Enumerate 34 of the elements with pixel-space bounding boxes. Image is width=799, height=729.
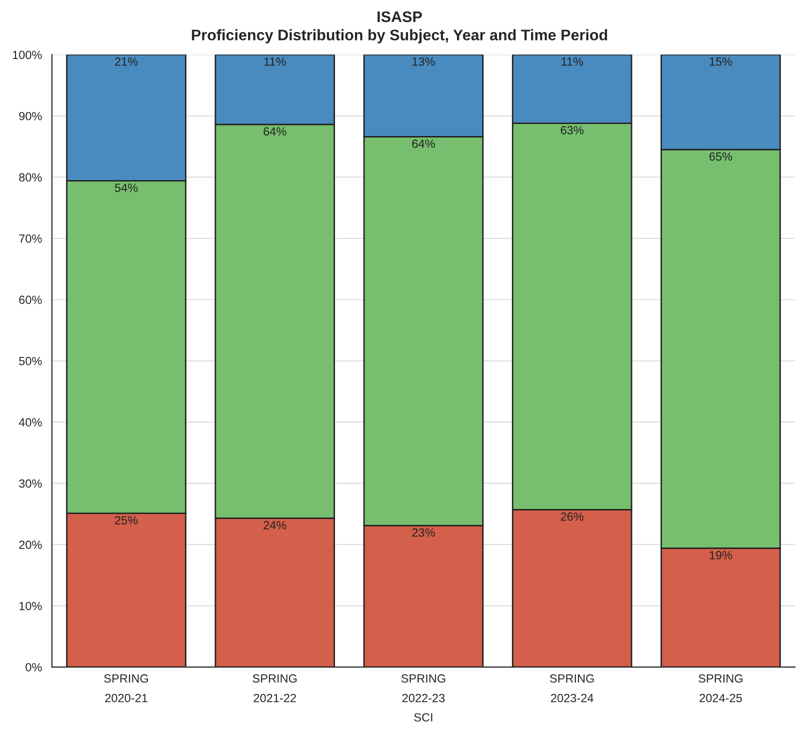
- data-label: 13%: [412, 57, 435, 66]
- data-label: 65%: [709, 152, 732, 161]
- y-tick-label: 70%: [19, 234, 42, 243]
- data-label: 24%: [264, 520, 286, 530]
- data-label: 63%: [560, 126, 584, 134]
- data-label: 64%: [264, 127, 286, 136]
- x-tick-label: SPRING 2023-24: [550, 674, 594, 702]
- x-axis-title: SCI: [414, 713, 432, 722]
- data-label: 19%: [710, 551, 732, 560]
- y-tick-label: 80%: [19, 173, 42, 182]
- y-tick-label: 60%: [19, 296, 42, 304]
- x-tick-label: SPRING 2022-23: [401, 674, 446, 702]
- data-label: 11%: [562, 57, 584, 66]
- x-tick-label: SPRING 2024-25: [698, 674, 742, 702]
- y-tick-label: 50%: [19, 356, 42, 366]
- y-tick-label: 10%: [19, 602, 42, 610]
- y-tick-label: 40%: [18, 418, 42, 426]
- y-tick-label: 0%: [26, 663, 42, 672]
- data-label: 11%: [264, 57, 286, 66]
- y-tick-label: 20%: [19, 540, 42, 549]
- y-tick-label: 90%: [19, 112, 42, 120]
- data-label: 23%: [412, 528, 435, 537]
- data-label: 26%: [560, 512, 584, 521]
- data-label: 25%: [115, 516, 138, 524]
- data-label: 64%: [412, 139, 435, 148]
- y-tick-label: 30%: [19, 479, 42, 488]
- chart-subtitle: Proficiency Distribution by Subject, Year and Time Period: [192, 29, 608, 44]
- chart-title: ISASP: [378, 11, 422, 22]
- data-label: 54%: [114, 184, 138, 192]
- data-label: 21%: [115, 57, 138, 66]
- y-tick-label: 100%: [12, 50, 42, 60]
- x-tick-label: SPRING 2021-22: [252, 674, 297, 702]
- data-label: 15%: [710, 57, 732, 66]
- x-tick-label: SPRING 2020-21: [104, 674, 148, 702]
